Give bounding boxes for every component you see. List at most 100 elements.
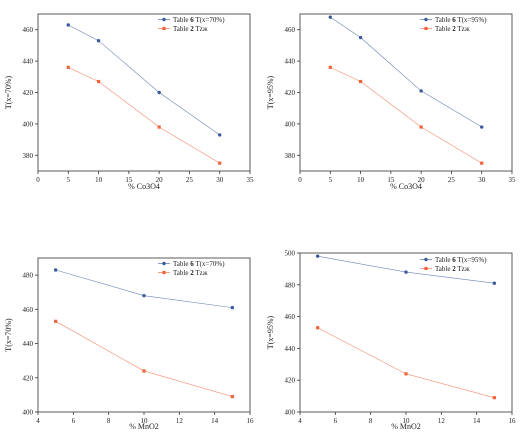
legend-label-post: Tzж <box>456 25 470 33</box>
data-point <box>157 125 161 129</box>
y-tick-label: 500 <box>285 250 296 258</box>
data-point <box>96 38 101 43</box>
series-line <box>68 24 220 136</box>
legend-marker <box>162 261 166 266</box>
legend-label: Table 2 Tzж <box>435 25 470 33</box>
chart-mno2-x95: 4 6 8 10 12 14 16 400 420 440 460 480 500 % MnO2 T(x=9… <box>266 250 517 432</box>
legend-label-number: 2 <box>452 265 456 273</box>
x-tick-label: 12 <box>176 417 184 425</box>
series-table2 <box>54 319 234 399</box>
data-point <box>404 270 408 274</box>
x-tick-label: 4 <box>298 417 302 425</box>
y-tick-label: 460 <box>285 313 296 321</box>
legend-label-post: T(x=95%) <box>456 16 488 24</box>
legend-label: Table 2 Tzж <box>173 269 208 277</box>
legend-label-number: 6 <box>452 256 456 264</box>
x-axis-label: % Co3O4 <box>390 182 422 191</box>
x-tick-label: 15 <box>387 176 395 184</box>
data-point <box>480 125 484 129</box>
legend-marker <box>424 26 428 31</box>
x-tick-label: 35 <box>509 176 517 184</box>
data-point <box>218 161 222 165</box>
x-axis-label: % MnO2 <box>129 422 159 431</box>
plot-frame <box>37 257 251 413</box>
x-tick-label: 8 <box>369 417 373 425</box>
plot-frame <box>299 13 513 172</box>
legend-label: Table 2 Tzж <box>173 25 208 33</box>
y-axis-label: T(x=95%) <box>266 315 275 349</box>
data-point <box>157 90 161 95</box>
legend-label-pre: Table <box>435 256 452 264</box>
series-line <box>330 16 482 128</box>
x-tick-label: 10 <box>403 417 411 425</box>
x-tick-label: 10 <box>141 417 149 425</box>
series-line <box>330 67 482 164</box>
series-table6 <box>328 15 484 129</box>
legend-label-pre: Table <box>435 265 452 273</box>
data-point <box>358 35 363 40</box>
x-axis-label: % Co3O4 <box>128 182 160 191</box>
x-tick-label: 12 <box>438 417 446 425</box>
y-axis-label: T(x=70%) <box>4 75 13 109</box>
x-tick-label: 25 <box>448 176 456 184</box>
series-table6 <box>66 23 222 137</box>
series-line <box>317 327 495 398</box>
data-point <box>66 65 70 69</box>
chart-panel-mno2-x95: 4 6 8 10 12 14 16 400 420 440 460 480 500 % MnO2 T(x=9… <box>262 245 524 435</box>
x-tick-label: 8 <box>107 417 111 425</box>
data-point <box>419 89 423 93</box>
x-tick-label: 10 <box>357 176 365 184</box>
data-point <box>230 305 235 310</box>
x-tick-label: 6 <box>334 417 338 425</box>
series-table2 <box>66 65 222 165</box>
chart-panel-co3o4-x70: 0 5 10 15 20 25 30 35 380 400 420 440 460 % Co3O4 T(x=… <box>0 0 262 200</box>
legend-marker <box>162 26 166 31</box>
legend-entry: Table 2 Tzж <box>158 269 208 277</box>
legend-entry: Table 2 Tzж <box>420 265 470 273</box>
legend-label-number: 6 <box>190 260 194 268</box>
x-tick-label: 16 <box>247 417 255 425</box>
data-point <box>230 395 234 399</box>
y-tick-label: 420 <box>285 89 296 97</box>
legend-label-number: 2 <box>190 269 194 277</box>
data-point <box>492 281 497 285</box>
y-tick-label: 440 <box>23 340 34 348</box>
x-tick-label: 0 <box>36 176 40 184</box>
legend-label-number: 2 <box>190 25 194 33</box>
data-point <box>404 372 408 376</box>
legend-label-post: Tzж <box>194 269 208 277</box>
x-tick-label: 20 <box>156 176 164 184</box>
y-tick-label: 480 <box>23 272 34 280</box>
chart-mno2-x70: 4 6 8 10 12 14 16 400 420 440 460 480 % MnO2 T(x=70%)… <box>4 257 255 431</box>
x-tick-label: 4 <box>36 417 40 425</box>
legend-label-post: T(x=70%) <box>194 260 226 268</box>
chart-panel-co3o4-x95: 0 5 10 15 20 25 30 35 380 400 420 440 460 % Co3O4 T(x=… <box>262 0 524 200</box>
legend-entry: Table 6 T(x=95%) <box>420 16 487 24</box>
x-tick-label: 25 <box>186 176 194 184</box>
x-tick-label: 14 <box>211 417 219 425</box>
data-point <box>54 319 58 323</box>
y-tick-label: 460 <box>23 306 34 314</box>
legend-entry: Table 6 T(x=95%) <box>420 256 487 264</box>
legend-label-pre: Table <box>173 25 190 33</box>
y-tick-label: 420 <box>285 377 296 385</box>
series-table6 <box>315 254 497 285</box>
legend-entry: Table 6 T(x=70%) <box>158 16 225 24</box>
y-axis-label: T(x=70%) <box>4 318 13 352</box>
legend-label-pre: Table <box>435 16 452 24</box>
legend-marker <box>424 266 428 271</box>
data-point <box>480 161 484 165</box>
x-tick-label: 15 <box>125 176 133 184</box>
series-table6 <box>53 268 235 310</box>
legend-label: Table 6 T(x=70%) <box>173 260 225 268</box>
legend-entry: Table 6 T(x=70%) <box>158 260 225 268</box>
legend-label-post: T(x=70%) <box>194 16 226 24</box>
data-point <box>66 23 70 27</box>
x-tick-label: 16 <box>509 417 517 425</box>
legend-label-pre: Table <box>173 269 190 277</box>
x-tick-label: 35 <box>247 176 255 184</box>
legend-marker <box>162 17 166 22</box>
series-table2 <box>328 65 484 165</box>
y-tick-label: 440 <box>23 58 34 66</box>
x-tick-label: 30 <box>216 176 224 184</box>
